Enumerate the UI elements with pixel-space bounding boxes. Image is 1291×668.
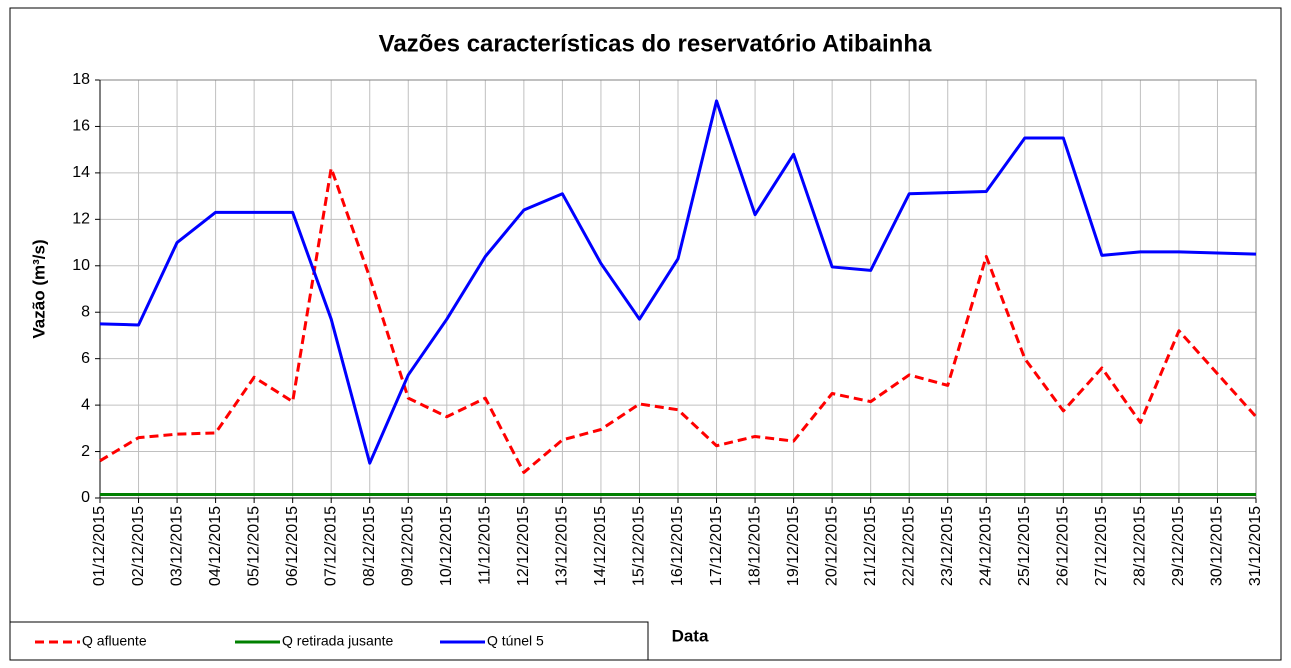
y-tick-label: 14 [72,164,90,181]
x-tick-label: 29/12/2015 [1170,506,1187,586]
x-tick-label: 05/12/2015 [245,506,262,586]
x-tick-label: 02/12/2015 [130,506,147,586]
x-axis-label: Data [672,626,709,645]
x-tick-label: 12/12/2015 [515,506,532,586]
x-tick-label: 26/12/2015 [1055,506,1072,586]
x-tick-label: 18/12/2015 [746,506,763,586]
x-tick-label: 24/12/2015 [977,506,994,586]
x-tick-label: 14/12/2015 [592,506,609,586]
x-tick-label: 09/12/2015 [399,506,416,586]
x-tick-label: 28/12/2015 [1132,506,1149,586]
chart-title: Vazões características do reservatório A… [379,30,932,57]
series-line [99,166,1258,474]
y-axis-label: Vazão (m³/s) [29,239,48,338]
y-tick-label: 12 [72,211,90,228]
x-tick-label: 19/12/2015 [785,506,802,586]
x-tick-label: 25/12/2015 [1016,506,1033,586]
x-tick-label: 08/12/2015 [361,506,378,586]
legend-box [9,621,649,661]
chart-border [9,7,1282,661]
y-tick-label: 2 [81,443,90,460]
legend-label: Q retirada jusante [282,633,393,649]
x-tick-label: 23/12/2015 [939,506,956,586]
y-tick-label: 10 [72,257,90,274]
x-tick-label: 01/12/2015 [91,506,108,586]
y-tick-label: 0 [81,489,90,506]
x-tick-label: 17/12/2015 [708,506,725,586]
x-tick-label: 04/12/2015 [207,506,224,586]
y-tick-label: 8 [81,303,90,320]
x-tick-label: 15/12/2015 [631,506,648,586]
x-tick-label: 16/12/2015 [669,506,686,586]
x-tick-label: 13/12/2015 [554,506,571,586]
legend-label: Q afluente [82,633,147,649]
y-tick-label: 16 [72,118,90,135]
x-tick-label: 06/12/2015 [284,506,301,586]
x-tick-label: 22/12/2015 [900,506,917,586]
legend-label: Q túnel 5 [487,633,544,649]
x-tick-label: 31/12/2015 [1247,506,1264,586]
x-tick-label: 30/12/2015 [1209,506,1226,586]
x-tick-label: 20/12/2015 [823,506,840,586]
x-tick-label: 10/12/2015 [438,506,455,586]
x-tick-label: 07/12/2015 [322,506,339,586]
x-tick-label: 21/12/2015 [862,506,879,586]
series-line [99,99,1257,465]
x-tick-label: 03/12/2015 [168,506,185,586]
x-tick-label: 11/12/2015 [477,506,494,585]
y-tick-label: 4 [81,396,90,413]
y-tick-label: 18 [72,71,90,88]
x-tick-label: 27/12/2015 [1093,506,1110,586]
y-tick-label: 6 [81,350,90,367]
